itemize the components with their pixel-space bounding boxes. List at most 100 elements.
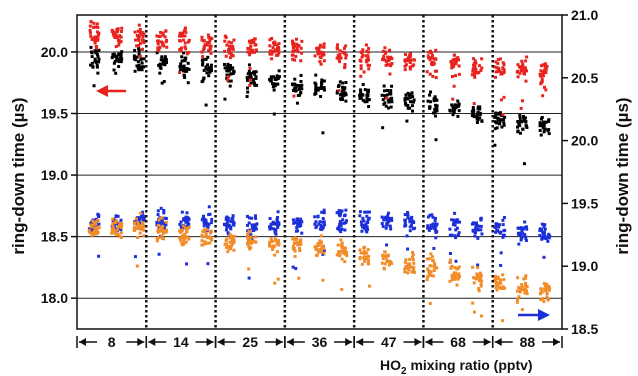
data-point: [141, 221, 145, 225]
data-point: [383, 46, 387, 50]
data-point: [472, 230, 476, 234]
data-point: [249, 233, 253, 237]
data-point: [185, 235, 189, 239]
data-point: [367, 216, 371, 220]
data-point: [367, 63, 371, 67]
data-point: [365, 89, 369, 93]
data-point: [381, 49, 385, 53]
data-point: [524, 236, 528, 240]
data-point: [432, 246, 436, 250]
data-point: [435, 266, 439, 270]
data-point: [411, 258, 415, 262]
data-point: [299, 73, 303, 77]
data-point: [517, 286, 521, 290]
data-point: [247, 76, 251, 80]
data-point: [254, 235, 258, 239]
data-point: [186, 61, 190, 65]
data-point: [454, 259, 458, 263]
data-point: [93, 59, 97, 63]
data-point: [298, 219, 302, 223]
data-point: [226, 250, 230, 254]
data-point: [273, 84, 277, 88]
data-point: [249, 75, 253, 79]
data-point: [178, 223, 182, 227]
data-point: [161, 223, 165, 227]
data-point: [275, 218, 279, 222]
data-point: [162, 208, 166, 212]
data-point: [547, 236, 551, 240]
data-point: [178, 64, 182, 68]
data-point: [208, 236, 212, 240]
data-point: [431, 54, 435, 58]
data-point: [520, 285, 524, 289]
data-point: [133, 48, 137, 52]
data-point: [247, 276, 251, 280]
data-point: [229, 79, 233, 83]
data-point: [141, 210, 145, 214]
data-point: [229, 72, 233, 76]
data-point: [97, 60, 101, 64]
data-point: [162, 80, 166, 84]
data-point: [299, 217, 303, 221]
data-point: [388, 48, 392, 52]
data-point: [367, 50, 371, 54]
data-point: [208, 241, 212, 245]
data-point: [453, 234, 457, 238]
data-point: [291, 265, 295, 269]
data-point: [403, 221, 407, 225]
data-point: [112, 228, 116, 232]
data-point: [321, 278, 325, 282]
data-point: [137, 52, 141, 56]
segment-arrow-head: [345, 338, 353, 346]
data-point: [269, 237, 273, 241]
data-point: [546, 297, 550, 301]
data-point: [156, 230, 160, 234]
segment-label: 8: [108, 334, 116, 350]
data-point: [521, 63, 525, 67]
data-point: [521, 288, 525, 292]
data-point: [201, 217, 205, 221]
data-point: [524, 79, 528, 83]
data-point: [183, 27, 187, 31]
data-point: [382, 102, 386, 106]
data-point: [452, 277, 456, 281]
data-point: [360, 262, 364, 266]
data-point: [408, 67, 412, 71]
data-point: [293, 254, 297, 258]
data-point: [227, 73, 231, 77]
data-point: [365, 60, 369, 64]
data-point: [403, 64, 407, 68]
data-point: [518, 290, 522, 294]
data-point: [502, 95, 506, 99]
data-point: [431, 63, 435, 67]
data-point: [205, 236, 209, 240]
data-point: [502, 123, 506, 127]
data-point: [429, 49, 433, 53]
data-point: [541, 94, 545, 98]
data-point: [112, 61, 116, 65]
data-point: [184, 226, 188, 230]
data-point: [178, 71, 182, 75]
data-point: [293, 44, 297, 48]
data-point: [501, 235, 505, 239]
data-point: [316, 248, 320, 252]
data-point: [273, 244, 277, 248]
data-point: [479, 224, 483, 228]
data-point: [114, 71, 118, 75]
data-point: [120, 26, 124, 30]
data-point: [433, 263, 437, 267]
data-point: [142, 41, 146, 45]
data-point: [495, 66, 499, 70]
data-point: [358, 88, 362, 92]
data-point: [455, 283, 459, 287]
data-point: [516, 297, 520, 301]
data-point: [518, 131, 522, 135]
data-point: [434, 103, 438, 107]
segment-label: 88: [520, 334, 536, 350]
data-point: [360, 92, 364, 96]
data-point: [270, 49, 274, 53]
data-point: [474, 61, 478, 65]
data-point: [91, 219, 95, 223]
data-point: [480, 119, 484, 123]
data-point: [361, 225, 365, 229]
